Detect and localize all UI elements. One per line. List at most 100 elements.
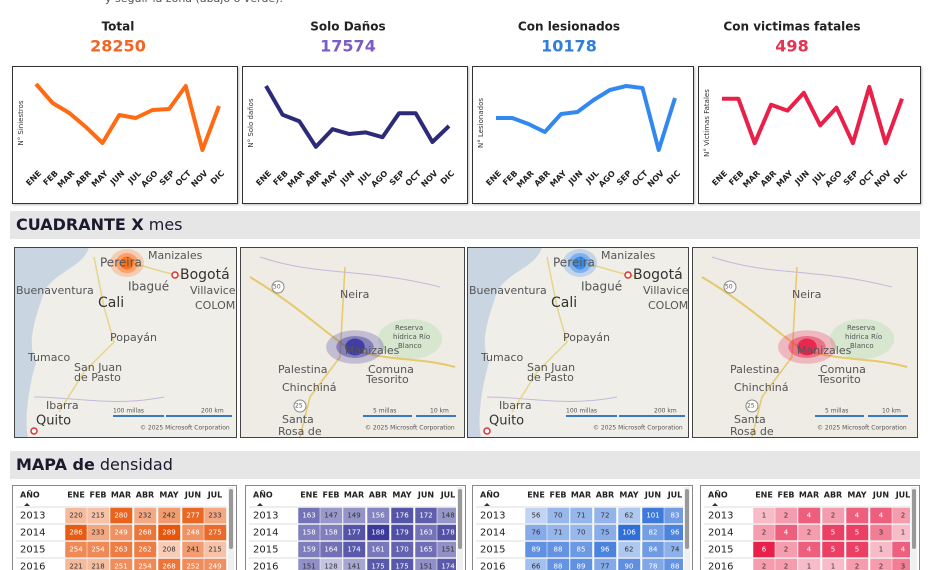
- heat-cell-label: 88: [554, 563, 563, 570]
- map-road: [299, 266, 346, 438]
- heat-cell: [86, 558, 110, 570]
- kpi-label: Con victimas fatales: [723, 20, 860, 34]
- map-label: San Juan: [74, 361, 122, 374]
- map-label: Chinchiná: [282, 381, 336, 394]
- y-axis-label: N° Victimas Fatales: [703, 89, 711, 157]
- kpi-label: Solo Daños: [310, 20, 385, 34]
- map-label: © 2025 Microsoft Corporation: [140, 425, 230, 432]
- map-boundary: [711, 256, 893, 288]
- heat-cell-label: 175: [395, 563, 408, 570]
- map-label: Rosa de: [278, 425, 322, 438]
- map-road: [751, 266, 798, 438]
- map-label: Pereira: [553, 256, 595, 270]
- map-sea: [14, 247, 89, 438]
- column-header: MAY: [392, 491, 411, 500]
- column-header: ENE: [527, 491, 545, 500]
- heat-cell-label: 1: [762, 512, 766, 520]
- heat-cell-label: 4: [855, 512, 860, 520]
- map-reserve: [378, 319, 442, 359]
- map-label: Quito: [489, 414, 524, 429]
- heat-cell-label: 2: [879, 563, 883, 570]
- heat-cell-label: 249: [114, 529, 127, 537]
- heat-cell-label: 174: [441, 563, 455, 570]
- heat-cell-label: 70: [577, 529, 586, 537]
- row-year: 2014: [480, 528, 505, 539]
- heat-cell-label: 262: [138, 546, 151, 554]
- heat-cell-label: 175: [371, 563, 384, 570]
- heat-cell-label: 248: [186, 529, 199, 537]
- heat-cell-label: 77: [601, 563, 610, 570]
- map-label: 200 km: [654, 408, 677, 415]
- column-header: JUN: [184, 491, 201, 500]
- root: y seguir la zona (abajo o verde).Total28…: [10, 0, 930, 570]
- heat-cell-label: 188: [371, 529, 384, 537]
- heat-cell-label: 254: [69, 546, 83, 554]
- heat-cell-label: 165: [419, 546, 432, 554]
- map: Pereira Manizales Bogotá Ibagué Buenaventura…: [467, 247, 689, 438]
- heat-cell: [774, 558, 798, 570]
- map-label: Manizales: [601, 249, 656, 262]
- road-shield: [745, 399, 759, 413]
- heat-cell-label: 82: [649, 529, 658, 537]
- map-frame: [14, 247, 237, 438]
- column-header: MAR: [111, 491, 131, 500]
- map-label: Palestina: [278, 363, 328, 376]
- scrollbar-thumb[interactable]: [685, 489, 689, 549]
- heat-cell-label: 5: [855, 546, 859, 554]
- heat-cell: [157, 558, 181, 570]
- column-header: JUN: [417, 491, 434, 500]
- column-header: AÑO: [708, 490, 728, 500]
- heat-cell-label: 2: [924, 563, 928, 570]
- map-label: 10 km: [430, 408, 449, 415]
- heat-cell-label: 4: [807, 512, 812, 520]
- heat-cell-label: 178: [441, 529, 454, 537]
- heat-cell-label: 128: [324, 563, 337, 570]
- column-header: FEB: [322, 491, 339, 500]
- series-line: [722, 84, 904, 146]
- heat-cell: [569, 558, 593, 570]
- scrollbar-thumb[interactable]: [229, 489, 233, 549]
- heat-cell: [915, 508, 930, 524]
- heat-cell-label: 158: [324, 529, 337, 537]
- kpi-label: Total: [102, 20, 135, 34]
- heat-cell-label: 62: [625, 512, 634, 520]
- map-label: Tesorito: [817, 373, 861, 386]
- scrollbar-thumb[interactable]: [912, 489, 916, 549]
- map-label: 100 millas: [113, 408, 144, 415]
- column-header: MAY: [847, 491, 866, 500]
- heat-cell-label: 2: [762, 529, 766, 537]
- scrollbar-thumb[interactable]: [458, 489, 462, 549]
- row-year: 2016: [253, 562, 278, 570]
- heat-cell-label: 62: [625, 546, 634, 554]
- heat-cell-label: 2: [784, 546, 788, 554]
- heat-cell: [915, 542, 930, 558]
- map-border: [486, 396, 618, 402]
- heat-cell: [342, 558, 366, 570]
- map-label: Rosa de: [730, 425, 774, 438]
- column-header: AÑO: [253, 490, 273, 500]
- map-label: Quito: [36, 414, 71, 429]
- density-core: [573, 256, 587, 270]
- column-header: FEB: [777, 491, 794, 500]
- heat-cell-label: 161: [371, 546, 384, 554]
- map-label: Tesorito: [365, 373, 409, 386]
- heat-cell: [845, 558, 869, 570]
- heat-cell-label: 233: [208, 512, 221, 520]
- heat-cell-label: 151: [302, 563, 315, 570]
- heat-cell-label: 2: [784, 563, 788, 570]
- heat-cell-label: 71: [577, 512, 586, 520]
- map-label: Santa: [282, 413, 314, 426]
- row-year: 2015: [20, 545, 45, 556]
- row-year: 2015: [253, 545, 278, 556]
- heat-cell: [891, 558, 910, 570]
- column-header: AÑO: [480, 490, 500, 500]
- column-header: JUL: [440, 491, 456, 500]
- map-label: Bogotá: [633, 267, 683, 283]
- y-axis-label: N° Siniestros: [17, 100, 25, 145]
- map-label: Tumaco: [27, 351, 71, 364]
- y-axis-label: N° Lesionados: [477, 98, 485, 148]
- heat-cell-label: 151: [441, 546, 454, 554]
- heat-cell-label: 163: [419, 529, 432, 537]
